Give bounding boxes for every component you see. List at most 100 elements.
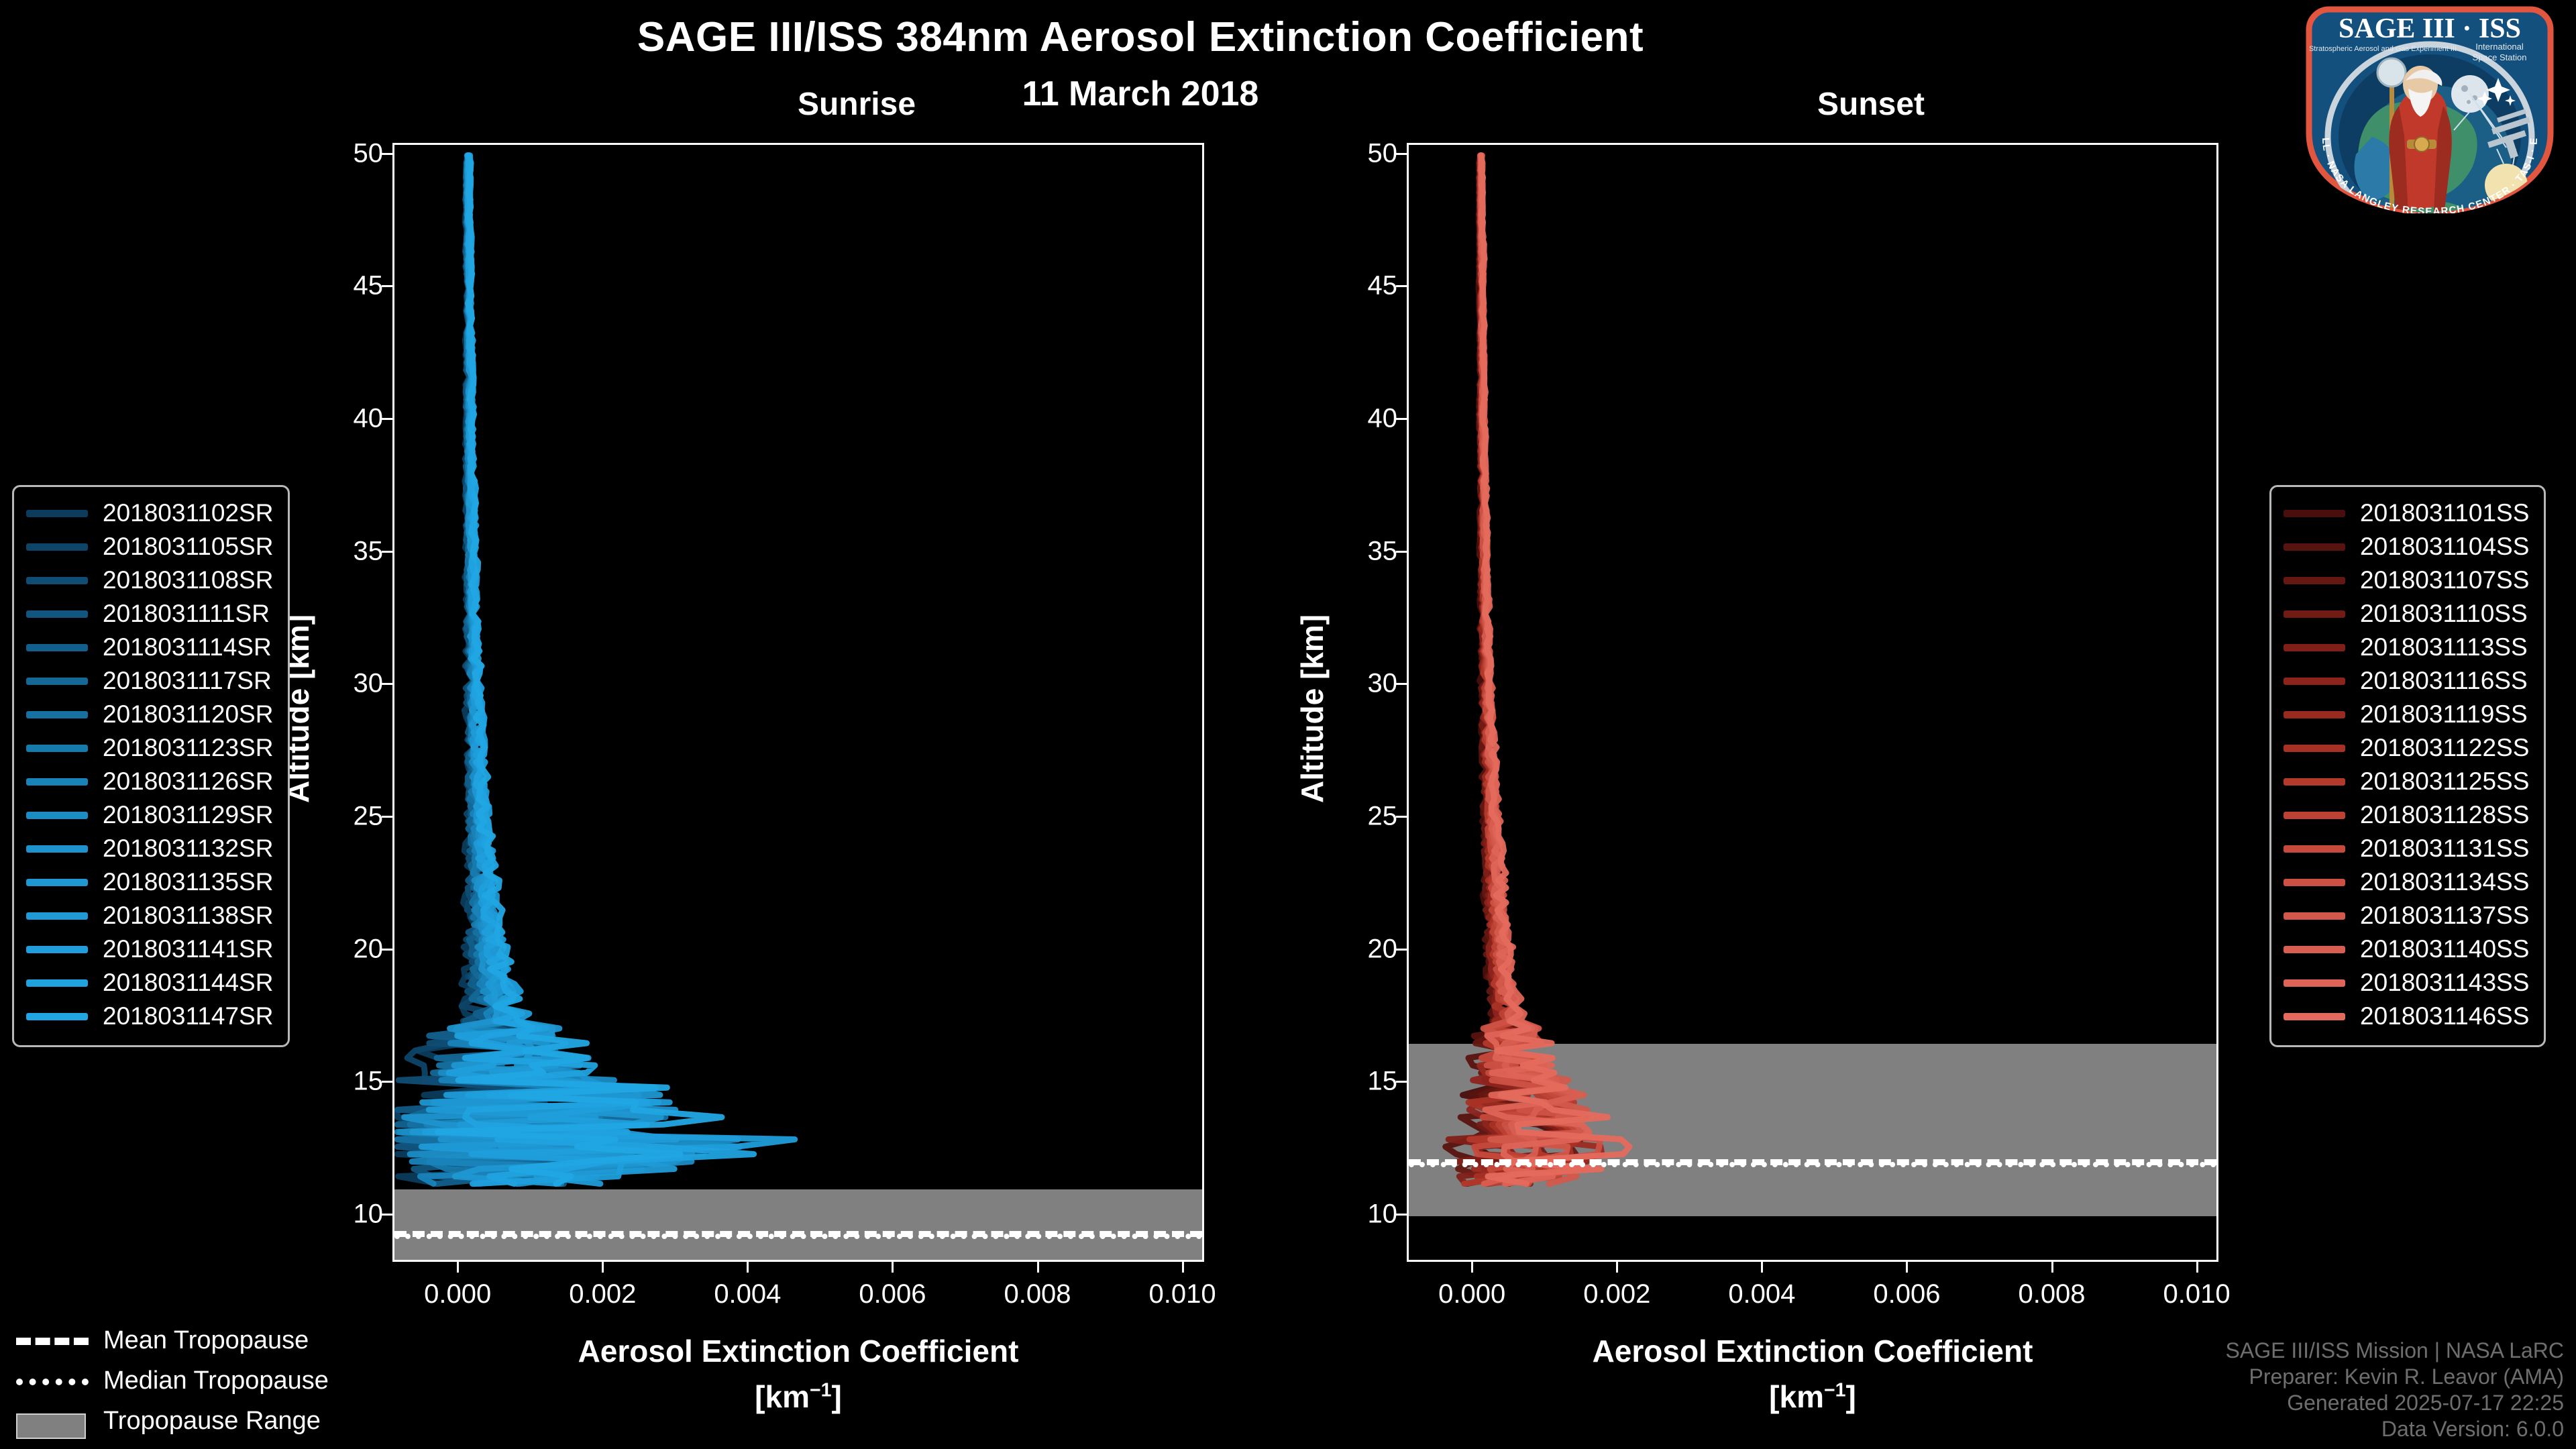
legend-color-swatch <box>26 845 88 853</box>
legend-color-swatch <box>2284 845 2345 853</box>
legend-label: 2018031110SS <box>2360 600 2528 627</box>
footer-attribution: SAGE III/ISS Mission | NASA LaRC Preparer… <box>2226 1338 2564 1442</box>
legend-item[interactable]: 2018031141SR <box>26 932 273 966</box>
legend-label: 2018031108SR <box>103 566 274 594</box>
sage-iii-iss-mission-patch-logo: SAGE III · ISS Stratospheric Aerosol and… <box>2301 0 2555 217</box>
footer-line: SAGE III/ISS Mission | NASA LaRC <box>2225 1338 2564 1362</box>
y-tick-label: 25 <box>353 801 384 831</box>
legend-item[interactable]: 2018031122SS <box>2284 731 2529 765</box>
legend-item[interactable]: 2018031102SR <box>26 496 273 530</box>
y-tick-label: 20 <box>1367 934 1398 964</box>
median-tropopause-line <box>394 1233 1202 1239</box>
legend-color-swatch <box>26 811 88 819</box>
legend-color-swatch <box>2284 1012 2345 1020</box>
legend-color-swatch <box>2284 912 2345 920</box>
profile-line <box>1478 152 1633 1187</box>
plot-panel-sunset[interactable] <box>1407 143 2218 1262</box>
patch-subtitle-right-2: Space Station <box>2473 52 2527 62</box>
legend-item[interactable]: 2018031137SS <box>2284 899 2529 932</box>
legend-item[interactable]: 2018031146SS <box>2284 1000 2529 1033</box>
legend-sunrise[interactable]: 2018031102SR 2018031105SR 2018031108SR 2018… <box>12 485 290 1047</box>
legend-item[interactable]: 2018031123SR <box>26 731 273 765</box>
legend-label: 2018031104SS <box>2360 533 2530 560</box>
legend-item[interactable]: 2018031120SR <box>26 698 273 731</box>
legend-item[interactable]: 2018031117SR <box>26 664 273 698</box>
legend-item[interactable]: 2018031125SS <box>2284 765 2529 798</box>
legend-color-swatch <box>2284 509 2345 517</box>
legend-item-tropopause-range: Tropopause Range <box>16 1401 329 1441</box>
x-tick-mark <box>747 1262 749 1273</box>
legend-item[interactable]: 2018031134SS <box>2284 865 2529 899</box>
legend-color-swatch <box>2284 610 2345 618</box>
legend-item[interactable]: 2018031138SR <box>26 899 273 932</box>
y-axis-title: Altitude [km] <box>1295 614 1330 803</box>
y-tick-mark <box>1396 1081 1407 1083</box>
page-title: SAGE III/ISS 384nm Aerosol Extinction Co… <box>637 14 1644 60</box>
legend-color-swatch <box>26 643 88 651</box>
x-axis-unit: [km−1] <box>1769 1379 1856 1414</box>
legend-item[interactable]: 2018031143SS <box>2284 966 2529 1000</box>
legend-item[interactable]: 2018031119SS <box>2284 698 2529 731</box>
x-tick-mark <box>1906 1262 1909 1273</box>
legend-label: 2018031120SR <box>103 700 274 728</box>
x-tick-label: 0.010 <box>2163 1279 2231 1309</box>
plot-panel-sunrise[interactable] <box>392 143 1204 1262</box>
legend-item[interactable]: 2018031114SR <box>26 631 273 664</box>
legend-color-swatch <box>2284 543 2345 551</box>
x-tick-mark <box>1471 1262 1474 1273</box>
legend-item[interactable]: 2018031111SR <box>26 597 273 631</box>
legend-color-swatch <box>2284 710 2345 718</box>
legend-label: 2018031102SR <box>103 499 274 527</box>
y-tick-label: 20 <box>353 934 384 964</box>
legend-item[interactable]: 2018031107SS <box>2284 564 2529 597</box>
y-tick-mark <box>382 152 392 155</box>
y-tick-mark <box>382 948 392 951</box>
x-tick-mark <box>892 1262 894 1273</box>
legend-sunset[interactable]: 2018031101SS 2018031104SS 2018031107SS 2018… <box>2269 485 2546 1047</box>
y-tick-mark <box>382 285 392 288</box>
legend-item[interactable]: 2018031116SS <box>2284 664 2529 698</box>
x-tick-label: 0.000 <box>1438 1279 1506 1309</box>
legend-item[interactable]: 2018031144SR <box>26 966 273 1000</box>
legend-label: 2018031122SS <box>2360 734 2530 761</box>
y-tick-label: 50 <box>353 138 384 168</box>
y-tick-label: 40 <box>353 403 384 433</box>
legend-color-swatch <box>2284 811 2345 819</box>
x-tick-mark <box>2196 1262 2198 1273</box>
legend-item[interactable]: 2018031113SS <box>2284 631 2529 664</box>
legend-label: 2018031132SR <box>103 835 274 862</box>
legend-item[interactable]: 2018031126SR <box>26 765 273 798</box>
legend-item[interactable]: 2018031132SR <box>26 832 273 865</box>
x-tick-label: 0.010 <box>1148 1279 1216 1309</box>
legend-item[interactable]: 2018031140SS <box>2284 932 2529 966</box>
footer-line: Generated 2025-07-17 22:25 <box>2287 1390 2564 1415</box>
y-tick-mark <box>382 1213 392 1216</box>
y-tick-mark <box>1396 285 1407 288</box>
y-tick-mark <box>1396 550 1407 553</box>
legend-label: 2018031140SS <box>2360 935 2530 963</box>
legend-label: 2018031147SR <box>103 1002 274 1030</box>
y-tick-mark <box>382 1081 392 1083</box>
legend-item[interactable]: 2018031104SS <box>2284 530 2529 564</box>
legend-item[interactable]: 2018031110SS <box>2284 597 2529 631</box>
legend-label: 2018031146SS <box>2360 1002 2530 1030</box>
legend-item[interactable]: 2018031105SR <box>26 530 273 564</box>
legend-item[interactable]: 2018031135SR <box>26 865 273 899</box>
legend-label: 2018031135SR <box>103 868 274 896</box>
patch-subtitle-right-1: International <box>2475 42 2524 52</box>
y-tick-label: 25 <box>1367 801 1398 831</box>
legend-tropopause: Mean Tropopause Median Tropopause Tropop… <box>16 1320 329 1441</box>
legend-item[interactable]: 2018031129SR <box>26 798 273 832</box>
y-tick-label: 45 <box>1367 270 1398 301</box>
legend-color-swatch <box>26 777 88 786</box>
y-tick-label: 15 <box>353 1066 384 1096</box>
legend-label-range: Tropopause Range <box>103 1406 321 1435</box>
legend-item[interactable]: 2018031108SR <box>26 564 273 597</box>
date-subtitle: 11 March 2018 <box>1022 74 1259 113</box>
legend-item[interactable]: 2018031147SR <box>26 1000 273 1033</box>
legend-item[interactable]: 2018031128SS <box>2284 798 2529 832</box>
extinction-profile-curves <box>394 152 798 1187</box>
y-tick-label: 10 <box>1367 1199 1398 1229</box>
legend-item[interactable]: 2018031101SS <box>2284 496 2529 530</box>
legend-item[interactable]: 2018031131SS <box>2284 832 2529 865</box>
